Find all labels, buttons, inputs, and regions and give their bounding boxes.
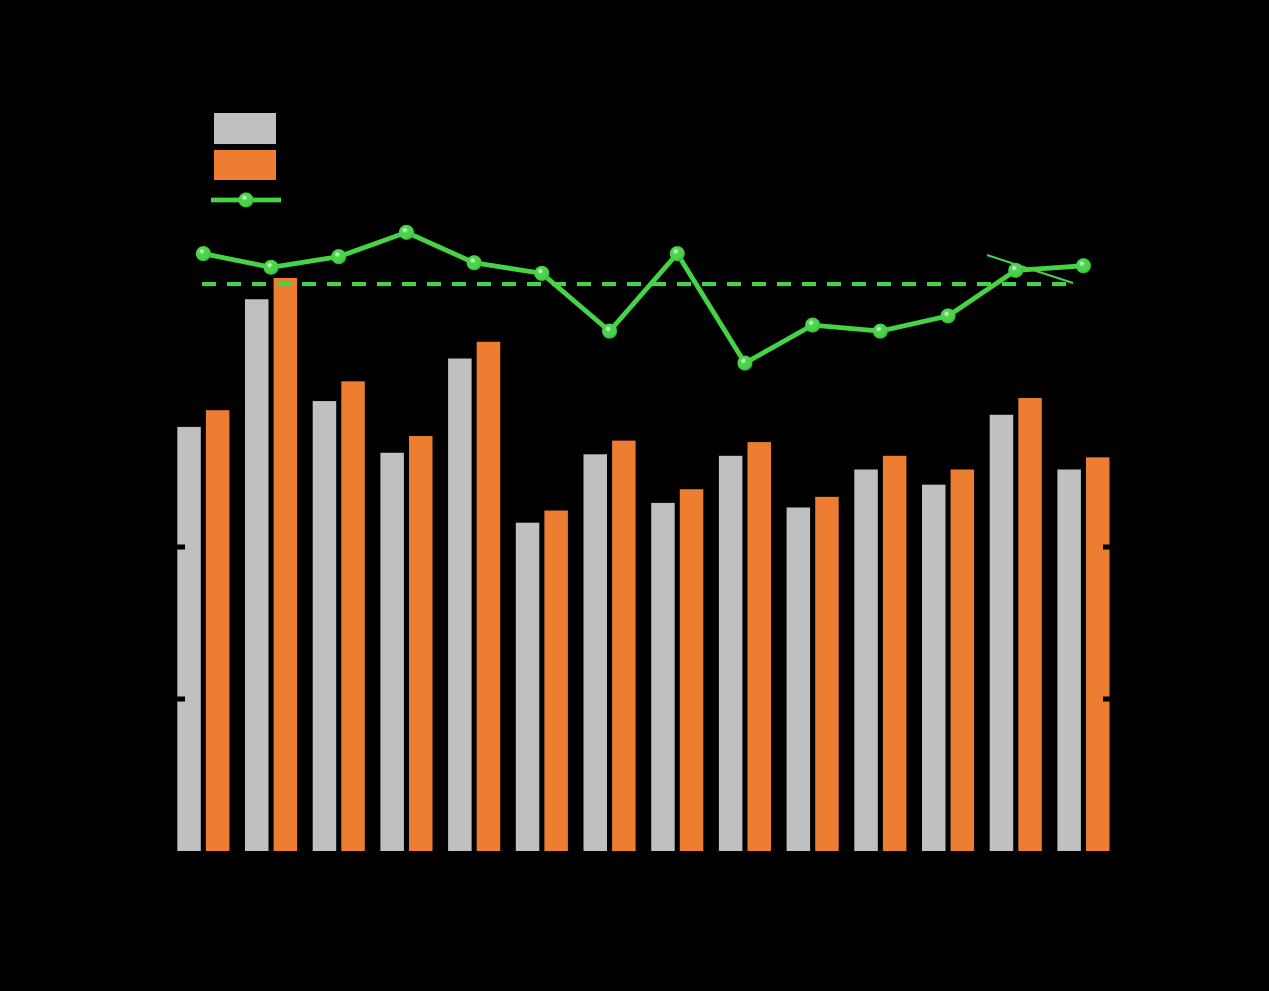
bar-gray [1057,469,1081,851]
legend [211,113,281,208]
bar-gray [312,401,337,851]
bar-orange [544,510,568,851]
bar-orange [679,489,704,851]
bar-gray [786,507,811,851]
bar-gray [651,502,675,851]
bar-orange [341,381,365,851]
bar-gray [854,469,878,851]
y_right-tick [1103,544,1112,550]
bar-orange [1086,457,1110,851]
bars-layer [177,277,1110,852]
line-series-layer [195,224,1091,371]
bar-orange [882,455,907,851]
bar-gray [380,452,404,851]
bar-gray [515,522,540,851]
line-marker [737,355,753,371]
line-marker [195,246,211,262]
bar-orange [409,436,433,851]
legend-swatch-marker [238,192,254,208]
legend-swatch-rect [214,150,276,180]
bar-orange [476,341,501,851]
line-marker [466,255,482,271]
line-marker [534,265,550,281]
bar-gray [989,414,1014,851]
y_left-tick [176,544,185,550]
line-marker [669,246,685,262]
bar-orange [747,442,771,851]
line-marker [331,249,347,265]
line-marker [940,308,956,324]
line-marker [263,259,279,275]
bar-orange [205,410,230,851]
bar-gray [448,358,472,851]
line-marker [805,317,821,333]
bar-orange [273,277,298,852]
bar-gray [583,454,607,851]
bar-gray [922,484,946,851]
line-marker [1075,258,1091,274]
line-marker [602,323,618,339]
bar-orange [612,440,636,851]
y_left-tick [176,696,185,702]
bar-gray [718,455,743,851]
y_right-tick [1103,696,1112,702]
bar-gray [245,299,269,851]
legend-swatch-rect [214,113,276,144]
bar-gray [177,426,201,851]
bar-orange [815,496,839,851]
bar-orange [950,469,975,851]
line-marker [398,224,414,240]
line-marker [872,323,888,339]
line-series-path [200,229,1086,366]
axis-ticks-layer [176,544,1112,702]
line-marker [1008,262,1024,278]
bar-orange [1018,398,1042,851]
